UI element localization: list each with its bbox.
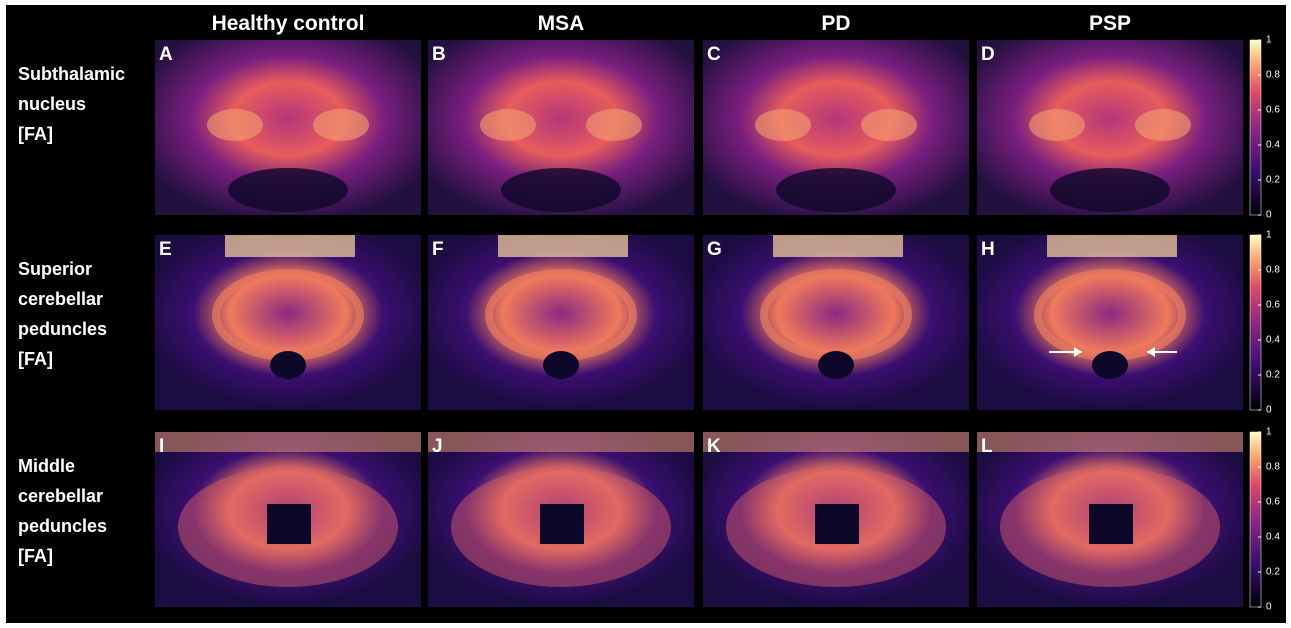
dark-region <box>1050 168 1170 212</box>
panel-letter: K <box>707 436 721 457</box>
bright-region <box>861 109 917 141</box>
dark-region <box>1092 351 1128 379</box>
colorbar-tick-label: 0 <box>1266 602 1272 613</box>
panels <box>155 39 1262 608</box>
bright-region <box>155 432 421 452</box>
bright-region <box>498 235 628 257</box>
panel-letter: E <box>159 239 172 260</box>
colorbar-tick-label: 1 <box>1266 35 1272 46</box>
panel-letter: J <box>432 436 443 457</box>
column-header: PD <box>821 12 850 35</box>
labels: Healthy control MSA PD PSP Subthalamic nucleu… <box>18 12 1280 613</box>
bright-region <box>977 432 1243 452</box>
row-label: Middle cerebellar peduncles [FA] <box>18 456 107 566</box>
dark-region <box>267 504 311 544</box>
bright-region <box>586 109 642 141</box>
bright-region <box>313 109 369 141</box>
panel-letter: C <box>707 44 721 65</box>
dark-region <box>818 351 854 379</box>
panel-letter: F <box>432 239 444 260</box>
panel-letter: H <box>981 239 995 260</box>
colorbar-tick-label: 0.8 <box>1266 70 1280 81</box>
dark-region <box>1089 504 1133 544</box>
dark-region <box>501 168 621 212</box>
row-label-line: [FA] <box>18 349 53 369</box>
panel-letter: D <box>981 44 995 65</box>
panel-letter: G <box>707 239 722 260</box>
colorbar-tick-label: 0.8 <box>1266 462 1280 473</box>
colorbar-tick-label: 0.2 <box>1266 567 1280 578</box>
bright-region <box>428 432 694 452</box>
arrow-head <box>1147 347 1155 357</box>
colorbar-tick-label: 0.2 <box>1266 370 1280 381</box>
colorbar <box>1249 431 1262 608</box>
colorbar-tick-label: 1 <box>1266 427 1272 438</box>
arrow-head <box>1074 347 1082 357</box>
colorbar-tick-label: 0 <box>1266 405 1272 416</box>
bright-region <box>1047 235 1177 257</box>
bright-region <box>703 432 969 452</box>
colorbar-tick-label: 0.6 <box>1266 300 1280 311</box>
colorbar <box>1249 234 1262 411</box>
panel-letter: L <box>981 436 993 457</box>
dark-region <box>543 351 579 379</box>
bright-region <box>207 109 263 141</box>
dark-region <box>270 351 306 379</box>
column-header: MSA <box>538 12 585 35</box>
row-label: Superior cerebellar peduncles [FA] <box>18 259 107 369</box>
row-label-line: nucleus <box>18 94 86 114</box>
row-label-line: Subthalamic <box>18 64 125 84</box>
bright-region <box>480 109 536 141</box>
colorbar-tick-label: 0.4 <box>1266 335 1280 346</box>
row-label-line: Superior <box>18 259 92 279</box>
column-header: Healthy control <box>212 12 365 35</box>
row-label-line: [FA] <box>18 124 53 144</box>
colorbar-tick-label: 0.8 <box>1266 265 1280 276</box>
panel-letter: I <box>159 436 164 457</box>
colorbar-tick-label: 0 <box>1266 210 1272 221</box>
dark-region <box>228 168 348 212</box>
colorbar-tick-label: 0.2 <box>1266 175 1280 186</box>
dark-region <box>540 504 584 544</box>
dark-region <box>815 504 859 544</box>
colorbar-tick-label: 0.6 <box>1266 105 1280 116</box>
row-label-line: peduncles <box>18 319 107 339</box>
image-panel <box>703 235 969 410</box>
bright-region <box>755 109 811 141</box>
image-panel <box>155 235 421 410</box>
row-label-line: Middle <box>18 456 75 476</box>
dark-region <box>776 168 896 212</box>
row-label-line: cerebellar <box>18 486 103 506</box>
row-label: Subthalamic nucleus [FA] <box>18 64 125 144</box>
row-label-line: cerebellar <box>18 289 103 309</box>
row-label-line: [FA] <box>18 546 53 566</box>
bright-region <box>1029 109 1085 141</box>
colorbar-tick-label: 1 <box>1266 230 1272 241</box>
bright-region <box>1135 109 1191 141</box>
colorbar-tick-label: 0.4 <box>1266 532 1280 543</box>
image-panel <box>977 235 1243 410</box>
colorbar-tick-label: 0.4 <box>1266 140 1280 151</box>
row-label-line: peduncles <box>18 516 107 536</box>
panel-letter: A <box>159 44 173 65</box>
colorbar <box>1249 39 1262 216</box>
bright-region <box>773 235 903 257</box>
panel-letter: B <box>432 44 446 65</box>
bright-region <box>225 235 355 257</box>
image-panel <box>428 235 694 410</box>
colorbar-tick-label: 0.6 <box>1266 497 1280 508</box>
column-header: PSP <box>1089 12 1131 35</box>
